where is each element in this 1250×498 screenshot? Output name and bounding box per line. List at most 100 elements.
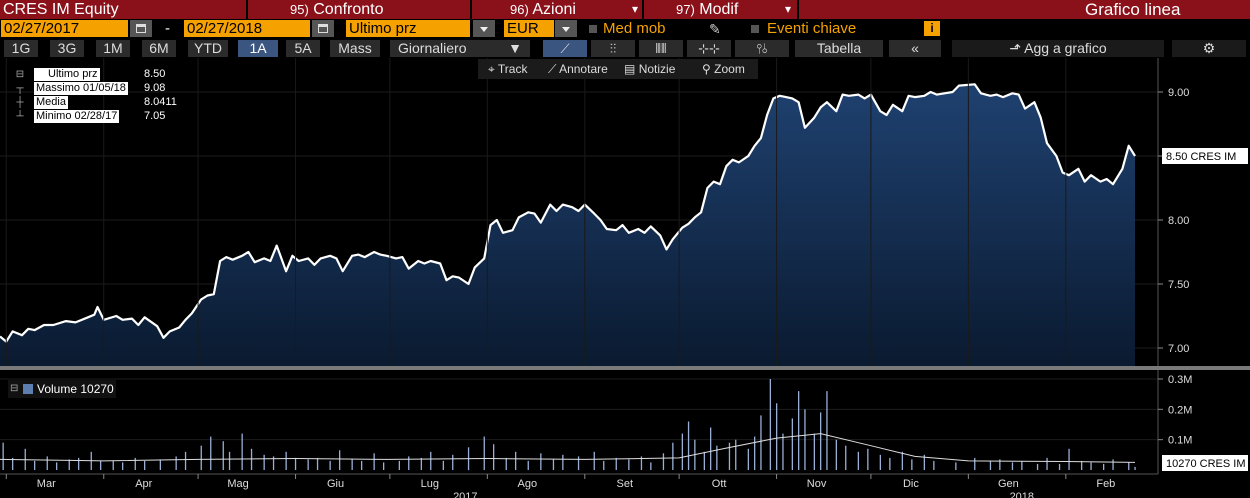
news-tool[interactable]: ▤ Notizie [624, 59, 675, 79]
zoom-tool[interactable]: ⚲ Zoom [702, 59, 745, 79]
legend-row-average[interactable]: ┼ Media 8.0411 [8, 96, 177, 110]
tab-5a[interactable]: 5A [286, 40, 320, 57]
average-marker-icon: ┼ [16, 97, 24, 108]
volume-bar [68, 459, 70, 470]
volume-bar [933, 460, 935, 470]
volume-bar [159, 459, 161, 470]
tab-3g[interactable]: 3G [50, 40, 84, 57]
compare-menu[interactable]: 95) Confronto [290, 0, 384, 19]
volume-bar [603, 460, 605, 470]
volume-bar [1058, 463, 1061, 470]
volume-bars [2, 379, 1136, 471]
volume-tick-label: 0.2M [1168, 404, 1192, 416]
hlc-icon[interactable]: ⫯⫰ [735, 40, 789, 57]
price-volume-chart[interactable]: 7.007.508.008.509.00 8.50 CRES IM 0.1M0.… [0, 58, 1250, 498]
news-icon: ▤ [624, 62, 636, 76]
legend-row-high[interactable]: ┬ Massimo 01/05/18 9.08 [8, 82, 168, 96]
tab-mass[interactable]: Mass [330, 40, 380, 57]
moving-average-checkbox[interactable] [589, 25, 597, 33]
price-tick-label: 7.50 [1168, 279, 1189, 291]
end-date-field[interactable]: 02/27/2018 [184, 20, 310, 37]
volume-bar [826, 391, 828, 470]
actions-menu[interactable]: 96) Azioni [510, 0, 576, 19]
field-selector[interactable]: Ultimo prz [346, 20, 470, 37]
low-marker-icon: ┴ [16, 111, 24, 122]
legend-row-low[interactable]: ┴ Minimo 02/28/17 7.05 [8, 110, 168, 124]
field-dropdown-icon[interactable] [473, 20, 495, 37]
divider [470, 0, 472, 19]
tab-1a[interactable]: 1A [238, 40, 278, 57]
volume-bar [974, 457, 976, 470]
bar-icon[interactable]: ⫴⫴ [639, 40, 683, 57]
tab-1m[interactable]: 1M [96, 40, 130, 57]
news-label: Notizie [638, 62, 676, 76]
price-tick-label: 9.00 [1168, 87, 1189, 99]
tab-ytd[interactable]: YTD [188, 40, 228, 57]
volume-bar [1103, 463, 1105, 470]
month-label: Dic [903, 478, 919, 490]
magnifier-icon: ⚲ [702, 62, 711, 76]
settings-gear-icon[interactable]: ⚙ [1172, 40, 1246, 57]
volume-bar [408, 456, 410, 470]
month-label: Lug [421, 478, 439, 490]
chart-type-title[interactable]: Grafico linea [1085, 0, 1181, 19]
modify-menu[interactable]: 97) Modif [676, 0, 738, 19]
price-tick-label: 8.00 [1168, 215, 1189, 227]
volume-bar [307, 459, 309, 470]
key-events-checkbox[interactable] [751, 25, 759, 33]
volume-bar [1036, 463, 1039, 470]
volume-legend-label: Volume 10270 [37, 382, 114, 396]
volume-bar [285, 451, 287, 470]
legend-label-last: Ultimo prz [34, 68, 100, 81]
volume-bar [804, 409, 806, 470]
volume-bar [228, 451, 231, 470]
annotate-tool[interactable]: ⟋ Annotare [548, 59, 608, 79]
volume-bar [999, 459, 1001, 470]
tab-6m[interactable]: 6M [142, 40, 176, 57]
period-toolbar: 1G 3G 1M 6M YTD 1A 5A Mass Giornaliero ▼… [0, 39, 1250, 58]
frequency-label: Giornaliero [398, 40, 467, 56]
volume-bar [361, 460, 363, 470]
expand-icon[interactable]: ⊟ [10, 383, 19, 394]
volume-bar [222, 441, 224, 470]
volume-legend[interactable]: ⊟ Volume 10270 [8, 380, 116, 398]
pencil-icon[interactable]: ✎ [709, 21, 721, 37]
info-icon[interactable]: i [924, 21, 940, 36]
start-date-field[interactable]: 02/27/2017 [1, 20, 128, 37]
pane-divider[interactable] [0, 366, 1158, 370]
currency-dropdown-icon[interactable] [555, 20, 577, 37]
date-range-dash: - [165, 20, 170, 37]
modify-menu-caret-icon[interactable]: ▾ [785, 2, 792, 16]
volume-bar [175, 456, 177, 470]
volume-bar [857, 451, 859, 470]
crosshair-icon: ⌖ [488, 62, 495, 76]
track-tool[interactable]: ⌖ Track [488, 59, 527, 79]
volume-bar [681, 433, 683, 470]
add-to-chart-button[interactable]: ⬏ Agg a grafico [952, 40, 1164, 57]
line-chart-icon[interactable]: ⟋ [543, 40, 587, 57]
security-ticker[interactable]: CRES IM Equity [3, 1, 119, 18]
volume-last-value-tag: 10270 CRES IM [1162, 455, 1248, 471]
collapse-button[interactable]: « [889, 40, 941, 57]
volume-bar [1046, 457, 1048, 470]
actions-menu-caret-icon[interactable]: ▾ [632, 2, 639, 16]
expand-icon[interactable]: ⊟ [15, 69, 25, 80]
legend-row-last[interactable]: ⊟ Ultimo prz 8.50 [8, 68, 168, 82]
add-to-chart-label: Agg a grafico [1024, 40, 1107, 56]
volume-bar [989, 460, 992, 470]
volume-bar [398, 460, 400, 470]
table-button[interactable]: Tabella [795, 40, 883, 57]
frequency-selector[interactable]: Giornaliero ▼ [390, 40, 530, 57]
candle-icon[interactable]: ⫶⫶ [591, 40, 635, 57]
price-series-line [0, 83, 1136, 343]
currency-selector[interactable]: EUR [504, 20, 554, 37]
end-calendar-icon[interactable] [312, 20, 334, 37]
tab-1g[interactable]: 1G [4, 40, 38, 57]
month-label: Gen [998, 478, 1019, 490]
start-calendar-icon[interactable] [130, 20, 152, 37]
volume-bar [911, 459, 913, 470]
volume-bar [34, 460, 36, 470]
year-label: 2018 [1010, 491, 1034, 498]
ohlc-icon[interactable]: ⊹⊹ [687, 40, 731, 57]
volume-bar [650, 462, 652, 470]
